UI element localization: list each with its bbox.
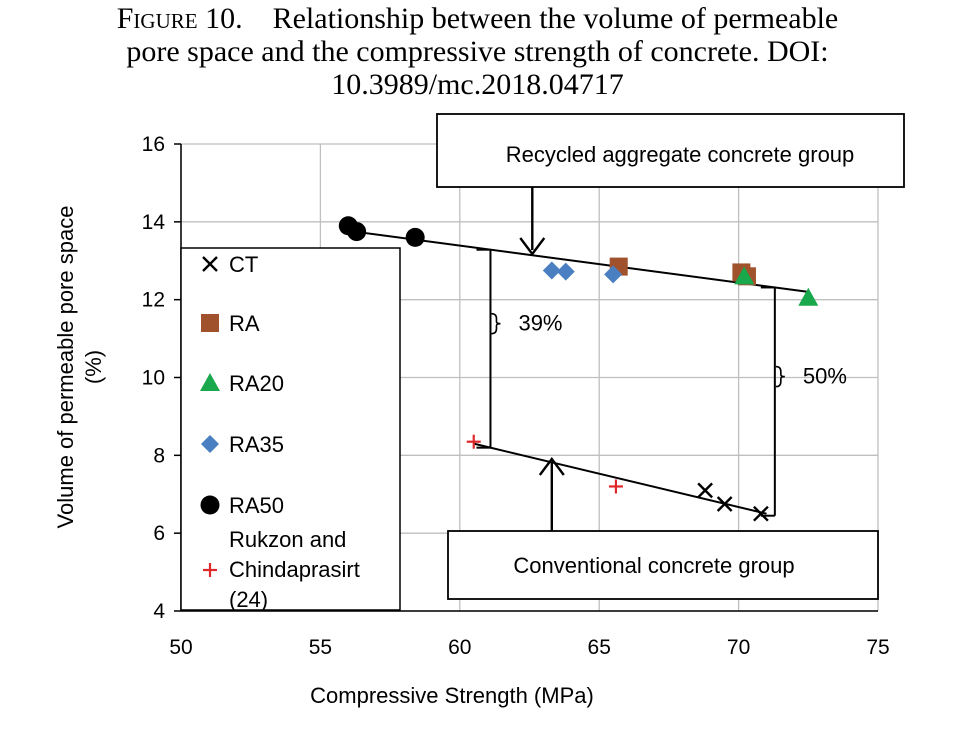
- legend-label: RA20: [229, 371, 284, 396]
- y-tick-label: 4: [153, 600, 165, 623]
- gap-bracket-left: 39%: [476, 248, 563, 449]
- recycled-group-label: Recycled aggregate concrete group: [506, 142, 855, 167]
- x-axis-title: Compressive Strength (MPa): [310, 683, 594, 708]
- caption-text-1: Relationship between the volume of perme…: [272, 2, 839, 35]
- figure-caption: Figure 10. Relationship between the volu…: [0, 2, 955, 101]
- data-point-ra20: [798, 287, 819, 306]
- brace: [491, 312, 501, 335]
- legend-label: Rukzon and: [229, 527, 346, 552]
- y-axis-title-unit: (%): [81, 350, 106, 384]
- data-point-ct: [697, 482, 713, 499]
- data-point-ra50: [405, 227, 425, 247]
- figure-label: Figure 10.: [116, 2, 243, 35]
- legend-marker: [201, 314, 219, 332]
- data-point-ra35: [556, 262, 575, 281]
- legend-marker: [200, 495, 220, 515]
- legend-label: RA35: [229, 432, 284, 457]
- conventional-group-label: Conventional concrete group: [513, 553, 794, 578]
- data-point-rukzon: [608, 479, 623, 494]
- x-tick-label: 70: [727, 636, 750, 659]
- legend-label: CT: [229, 252, 258, 277]
- gap-bracket-right-label: 50%: [803, 364, 847, 389]
- data-point-ct: [753, 505, 769, 522]
- x-tick-label: 75: [866, 636, 889, 659]
- trendline: [473, 442, 767, 515]
- data-point-ct: [716, 496, 733, 512]
- legend-marker: [201, 435, 219, 453]
- legend-label: RA50: [229, 493, 284, 518]
- caption-line-2: pore space and the compressive strength …: [126, 35, 829, 68]
- data-point-ra35: [604, 265, 623, 284]
- x-tick-labels: 50 55 60 65 70 75: [169, 636, 889, 659]
- caption-line-1: Figure 10. Relationship between the volu…: [0, 2, 955, 35]
- legend-label: (24): [229, 587, 268, 612]
- conventional-group-arrow: [538, 457, 565, 531]
- legend: CT RA RA20 RA35 RA50 Rukzon and Chindaprasirt (…: [180, 247, 401, 612]
- legend-marker: [200, 373, 220, 391]
- x-tick-label: 65: [588, 636, 611, 659]
- trendlines: [353, 230, 809, 515]
- legend-box: [180, 247, 401, 611]
- y-tick-labels: 4 6 8 10 12 14 16: [142, 133, 166, 623]
- trendline: [353, 230, 809, 293]
- y-tick-label: 12: [142, 289, 165, 312]
- y-axis-title: Volume of permeable pore space: [53, 206, 78, 529]
- legend-label: RA: [229, 311, 260, 336]
- legend-marker: [203, 563, 217, 577]
- legend-label: Chindaprasirt: [229, 557, 360, 582]
- conventional-group-box: Conventional concrete group: [447, 530, 879, 600]
- data-point-ra50: [347, 222, 367, 242]
- recycled-group-box: Recycled aggregate concrete group: [436, 113, 905, 188]
- x-tick-label: 50: [169, 636, 192, 659]
- gap-bracket-right: 50%: [760, 286, 847, 517]
- y-tick-label: 6: [153, 522, 165, 545]
- data-point-ra20: [734, 266, 755, 285]
- legend-marker: [202, 256, 218, 272]
- x-tick-label: 60: [448, 636, 471, 659]
- data-points: [338, 216, 819, 522]
- y-tick-label: 16: [142, 133, 165, 156]
- gap-bracket-left-label: 39%: [518, 311, 562, 336]
- y-tick-label: 10: [142, 367, 165, 390]
- data-point-ra35: [542, 261, 561, 280]
- y-tick-label: 8: [153, 444, 165, 467]
- x-tick-label: 55: [309, 636, 332, 659]
- recycled-group-arrow: [519, 187, 546, 256]
- annotations: 39% 50% Recycled aggregate concrete group C…: [436, 113, 905, 600]
- brace: [775, 365, 785, 388]
- caption-line-3: 10.3989/mc.2018.04717: [331, 68, 624, 101]
- data-point-rukzon: [466, 434, 481, 449]
- y-tick-label: 14: [142, 211, 166, 234]
